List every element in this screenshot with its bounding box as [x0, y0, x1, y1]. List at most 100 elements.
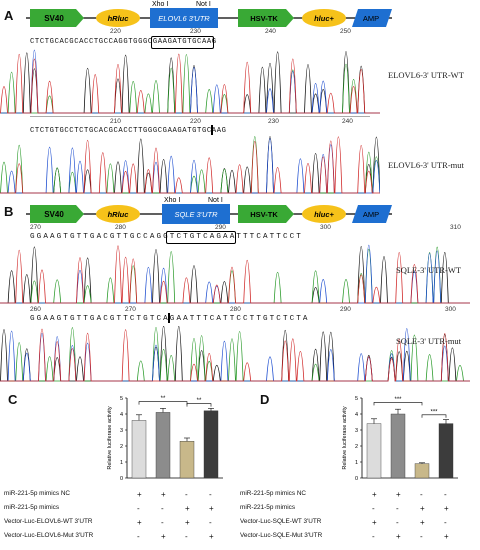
sequence-a-mut: CTCTGTGCCTCTGCACGCACCTTGGGCGAAGATGTGCAAG [30, 127, 227, 135]
hluc-element [302, 205, 346, 223]
ruler-tick: 300 [445, 306, 456, 313]
condition-row-label: Vector-Luc-ELOVL6-Mut 3'UTR [4, 532, 94, 539]
sv40-label: SV40 [44, 210, 64, 219]
y-tick-label: 3 [120, 428, 123, 434]
construct-map-a: SV40 hRluc ELOVL6 3'UTR Xho I Not I HSV-… [26, 1, 392, 28]
target-site-box [151, 36, 214, 49]
hluc-label: hluc+ [314, 210, 334, 219]
condition-mark: - [444, 490, 447, 499]
chromatogram-trace [0, 136, 380, 194]
condition-mark: + [185, 518, 190, 527]
amp-label: AMP [363, 210, 379, 219]
chromatogram-trace [0, 245, 470, 304]
panel-d-letter: D [260, 392, 270, 407]
y-tick-label: 2 [355, 444, 358, 450]
y-tick-label: 0 [120, 476, 123, 482]
condition-mark: - [137, 532, 140, 541]
ruler-tick: 300 [320, 224, 331, 231]
chromatogram-a-mut [0, 136, 380, 194]
condition-mark: + [161, 490, 166, 499]
significance-label: ** [197, 398, 202, 404]
utr-label: ELOVL6 3'UTR [158, 14, 210, 23]
condition-mark: + [209, 504, 214, 513]
xhoi-label: Xho I [164, 197, 180, 204]
panel-c-letter: C [8, 392, 18, 407]
condition-mark: + [420, 518, 425, 527]
significance-bracket [138, 401, 188, 405]
trace-label-a-wt: ELOVL6-3' UTR-WT [388, 70, 464, 80]
condition-mark: - [444, 518, 447, 527]
condition-mark: + [185, 504, 190, 513]
ruler-tick: 220 [110, 28, 121, 35]
sv40-element [30, 205, 84, 223]
condition-mark: - [185, 532, 188, 541]
condition-mark: - [137, 504, 140, 513]
hrluc-label: hRluc [108, 210, 130, 219]
condition-row-label: miR-221-5p mimics [240, 504, 296, 511]
hrluc-element [96, 9, 140, 27]
utr-element [150, 8, 218, 28]
amp-label: AMP [363, 14, 379, 23]
condition-mark: - [185, 490, 188, 499]
significance-label: ** [161, 396, 166, 402]
chromatogram-trace [0, 53, 380, 114]
condition-mark: + [209, 532, 214, 541]
sequence-a-wt: CTCTGCACGCACCTGCCAGGTGGGCGAAGATGTGCAAG [30, 38, 217, 46]
chromatogram-trace [0, 328, 470, 382]
ruler-tick: 250 [340, 28, 351, 35]
hsvtk-label: HSV-TK [250, 210, 278, 219]
condition-mark: + [137, 518, 142, 527]
significance-bracket [421, 414, 447, 418]
bar [179, 441, 195, 479]
trace-label-a-mut: ELOVL6-3' UTR-mut [388, 160, 464, 170]
condition-mark: - [209, 518, 212, 527]
y-tick-label: 1 [355, 460, 358, 466]
bar [438, 423, 454, 479]
mutation-marker [168, 313, 170, 323]
chromatogram-a-wt [0, 49, 380, 114]
bar [414, 463, 430, 479]
hluc-label: hluc+ [314, 14, 334, 23]
amp-element [352, 9, 392, 27]
condition-mark: - [396, 518, 399, 527]
chromatogram-trace [0, 245, 470, 304]
condition-mark: - [372, 504, 375, 513]
ruler-tick: 290 [340, 306, 351, 313]
chromatogram-b-mut [0, 326, 470, 382]
sv40-element [30, 9, 84, 27]
utr-element [162, 204, 230, 224]
chromatogram-trace [0, 247, 470, 304]
chromatogram-b-wt [0, 245, 470, 304]
chromatogram-trace [0, 54, 380, 114]
condition-mark: + [161, 532, 166, 541]
ruler-tick: 260 [30, 306, 41, 313]
chromatogram-trace [0, 328, 470, 382]
condition-mark: - [420, 490, 423, 499]
significance-bracket [373, 402, 423, 406]
condition-row-label: miR-221-5p mimics [4, 504, 60, 511]
target-site-box [166, 231, 236, 244]
y-axis-label: Relative luciferase activity [107, 406, 113, 470]
ruler-tick: 230 [268, 118, 279, 125]
chromatogram-trace [0, 136, 380, 194]
condition-row-label: miR-221-5p mimics NC [4, 490, 71, 497]
bar [366, 423, 382, 479]
y-tick-label: 4 [355, 412, 358, 418]
hsvtk-element [238, 205, 294, 223]
hrluc-element [96, 205, 140, 223]
construct-map-b: SV40 hRluc SQLE 3'UTR Xho I Not I HSV-TK… [26, 197, 392, 224]
condition-mark: + [372, 518, 377, 527]
hsvtk-label: HSV-TK [250, 14, 278, 23]
y-tick-label: 5 [355, 396, 358, 402]
condition-mark: + [444, 504, 449, 513]
ruler-tick: 240 [265, 28, 276, 35]
sequence-b-wt: GGAAGTGTTGACGTTGCCAGGTCTGTCAGAATTTCATTCC… [30, 233, 303, 241]
y-tick-label: 1 [120, 460, 123, 466]
condition-mark: + [420, 504, 425, 513]
hluc-element [302, 9, 346, 27]
panel-a-letter: A [4, 8, 14, 23]
xhoi-label: Xho I [152, 1, 168, 8]
y-tick-label: 0 [355, 476, 358, 482]
condition-mark: + [396, 490, 401, 499]
y-tick-label: 4 [120, 412, 123, 418]
